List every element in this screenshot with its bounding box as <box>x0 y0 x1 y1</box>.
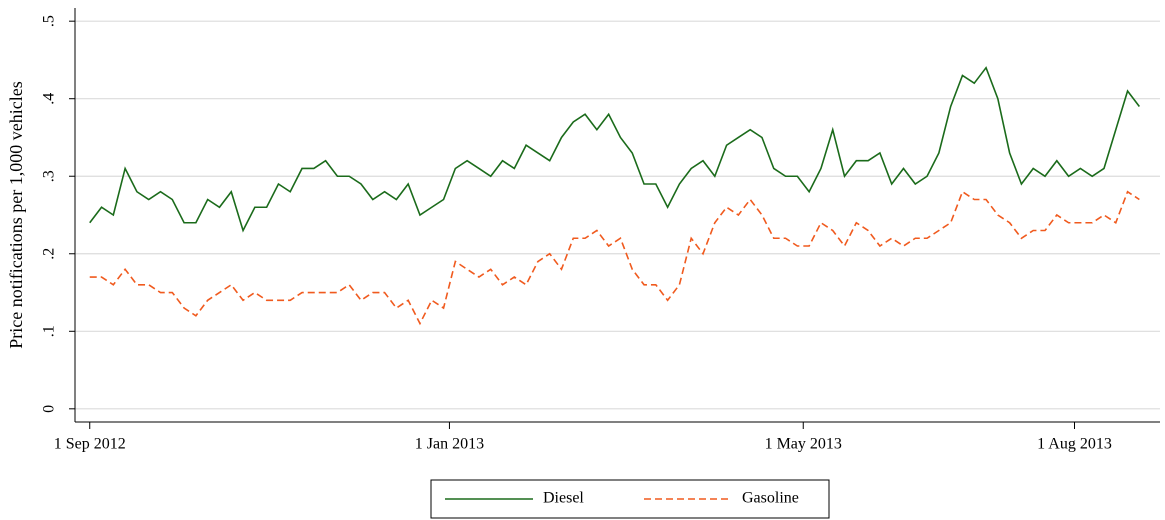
y-tick-label: .1 <box>41 325 58 337</box>
legend-label: Diesel <box>543 490 584 507</box>
x-tick-label: 1 Sep 2012 <box>54 436 126 453</box>
y-tick-label: .4 <box>41 93 58 105</box>
y-axis-title: Price notifications per 1,000 vehicles <box>6 81 26 348</box>
line-series <box>89 190 1140 326</box>
line-series <box>89 66 1140 233</box>
legend-box <box>430 479 830 519</box>
y-tick-label: .5 <box>41 15 58 27</box>
y-tick-label: .3 <box>41 170 58 182</box>
y-tick-label: .2 <box>41 248 58 260</box>
legend-label: Gasoline <box>742 490 799 507</box>
x-tick-label: 1 May 2013 <box>765 436 842 453</box>
x-tick-label: 1 Aug 2013 <box>1037 436 1112 453</box>
y-tick-label: 0 <box>41 405 58 413</box>
x-tick-label: 1 Jan 2013 <box>415 436 484 453</box>
